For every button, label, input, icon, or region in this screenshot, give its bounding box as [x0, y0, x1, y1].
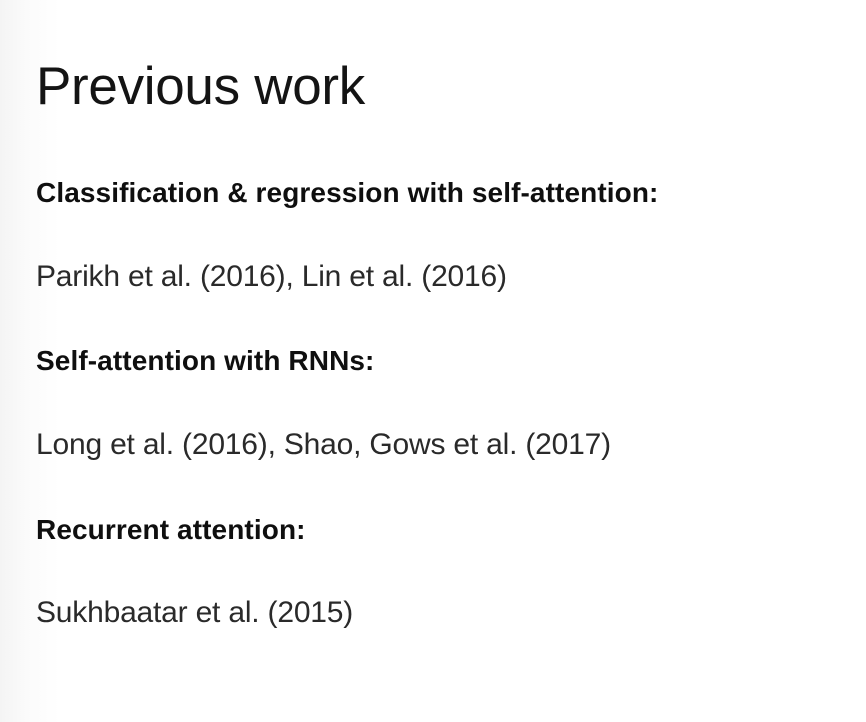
section-heading-classification-regression: Classification & regression with self-at… [36, 177, 659, 208]
section-references-self-attention-rnns: Long et al. (2016), Shao, Gows et al. (2… [36, 428, 611, 461]
section-heading-recurrent-attention: Recurrent attention: [36, 514, 306, 545]
section-references-recurrent-attention: Sukhbaatar et al. (2015) [36, 596, 354, 629]
slide-title: Previous work [36, 57, 365, 116]
section-heading-self-attention-rnns: Self-attention with RNNs: [36, 345, 375, 376]
section-references-classification-regression: Parikh et al. (2016), Lin et al. (2016) [36, 260, 507, 293]
